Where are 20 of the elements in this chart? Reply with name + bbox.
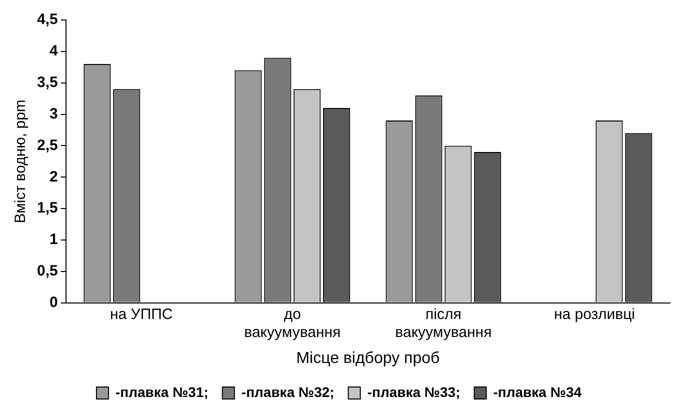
x-tick-label: до вакуумування (244, 306, 341, 341)
legend-label: -плавка №34 (493, 384, 582, 400)
legend-label: -плавка №31; (115, 384, 208, 400)
x-axis-title: Місце відбору проб (296, 350, 440, 367)
x-tick-label: після вакуумування (395, 306, 492, 341)
y-tick-label: 3 (50, 105, 58, 122)
y-tick-label: 0 (50, 294, 58, 311)
y-tick-label: 4 (50, 42, 59, 60)
y-tick-label: 1,5 (36, 200, 58, 217)
y-tick-label: 1 (50, 231, 58, 248)
y-tick-label: 0,5 (36, 262, 58, 280)
y-axis-title: Вміст водню, ppm (12, 100, 30, 224)
legend-label: -плавка №33; (367, 384, 460, 400)
x-tick-label: на УППС (110, 306, 173, 323)
y-tick-label: 4,5 (36, 11, 58, 28)
y-tick-label: 3,5 (36, 74, 58, 91)
x-tick-label: на розливці (554, 306, 636, 323)
y-tick-label: 2 (50, 168, 58, 186)
y-tick-label: 2,5 (36, 136, 58, 154)
legend-label: -плавка №32; (241, 384, 334, 400)
